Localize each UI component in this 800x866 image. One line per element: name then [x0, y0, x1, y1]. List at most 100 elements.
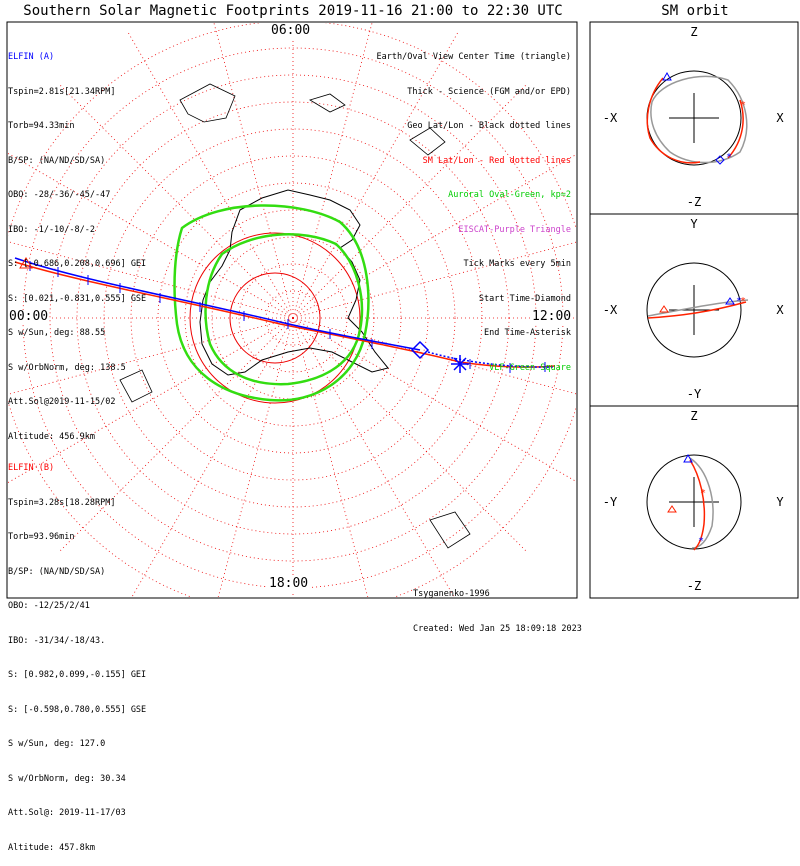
elfin-a-line: Att.Sol@2019-11-15/02 [8, 397, 116, 407]
legend-entry: VLF-Green Square [489, 362, 571, 373]
sm-longitude-line [292, 317, 455, 597]
elfin-a-line: S w/OrbNorm, deg: 138.5 [8, 362, 126, 373]
elfin-b-line: Att.Sol@: 2019-11-17/03 [8, 808, 126, 818]
orbit-asterisk: * [736, 296, 742, 307]
credits: Tsyganenko-1996 Created: Wed Jan 25 18:0… [413, 566, 582, 647]
legend-entry: Auroral Oval-Green, kp=2 [448, 190, 571, 200]
sm-longitude-line [213, 23, 294, 319]
plot-title: Southern Solar Magnetic Footprints 2019-… [23, 3, 563, 19]
orbit-asterisk: * [740, 100, 746, 111]
legend-entry: EISCAT-Purple Triangle [458, 224, 571, 235]
orbit-start-triangle [659, 305, 669, 313]
elfin-a-line: Torb=94.33min [8, 121, 75, 131]
legend: Earth/Oval View Center Time (triangle) T… [377, 29, 571, 386]
sm-longitude-line [8, 317, 294, 484]
legend-entry: End Time-Asterisk [484, 328, 571, 338]
elfin-b-info: ELFIN (B) Tspin=3.28s[18.28RPM] Torb=93.… [8, 440, 146, 866]
orbit-diamond [715, 155, 725, 165]
orbit-trace-red [727, 99, 744, 159]
elfin-b-line: S w/Sun, deg: 127.0 [8, 739, 106, 749]
elfin-b-line: B/SP: (NA/ND/SD/SA) [8, 566, 106, 577]
orbit-axis-label-right: X [776, 303, 784, 317]
elfin-b-line: S: [0.982,0.099,-0.155] GEI [8, 670, 147, 680]
orbit-trace-red [689, 459, 706, 551]
sm-longitude-line [8, 317, 294, 395]
orbit-trace-gray [650, 75, 748, 164]
pole-circle [229, 272, 321, 364]
map-frame [6, 21, 578, 599]
elfin-b-line: Torb=93.96min [8, 532, 75, 542]
elfin-a-start-diamond [410, 340, 430, 360]
legend-entry: Earth/Oval View Center Time (triangle) [376, 52, 571, 62]
orbit-trace-gray [689, 457, 714, 549]
sm-longitude-line [8, 152, 294, 319]
sm-longitude-line [292, 154, 576, 319]
elfin-b-line: S: [-0.598,0.780,0.555] GSE [8, 704, 147, 715]
orbit-start-triangle [725, 297, 735, 305]
landmass-outline [309, 93, 346, 113]
sm-longitude-line [292, 32, 459, 319]
elfin-a-line: S: [-0.686,0.208,0.696] GEI [8, 259, 147, 269]
sm-longitude-line [217, 317, 294, 597]
orbit-panel-frame [589, 405, 799, 599]
mlt-label-top: 06:00 [270, 23, 312, 38]
orbit-asterisk: * [726, 152, 732, 163]
elfin-a-header: ELFIN (A) [8, 52, 55, 62]
sm-latitude-circle [130, 155, 456, 481]
mlt-label-left: 00:00 [8, 309, 50, 324]
landmass-outline [119, 369, 153, 403]
sm-latitude-circle [238, 263, 348, 373]
orbit-axis-label-top: Y [690, 217, 698, 231]
elfin-a-track [14, 257, 421, 351]
orbit-trace-red [646, 77, 701, 164]
elfin-b-line: IBO: -31/34/-18/43. [8, 635, 106, 646]
elfin-a-line: IBO: -1/-10/-8/-2 [8, 224, 95, 235]
sm-latitude-circle [157, 182, 429, 454]
legend-entry: Start Time-Diamond [478, 293, 571, 304]
orbit-axis-label-right: X [776, 111, 784, 125]
antarctica-outline [199, 189, 389, 376]
orbit-axis-label-bottom: -Z [687, 195, 701, 209]
elfin-b-line: S w/OrbNorm, deg: 30.34 [8, 773, 126, 784]
orbit-start-triangle [662, 71, 672, 81]
auroral-oval-inner [204, 233, 364, 386]
auroral-oval-outer [173, 204, 370, 402]
elfin-b-line: Tspin=3.28s[18.28RPM] [8, 497, 116, 508]
elfin-b-track [14, 261, 556, 368]
orbit-title: SM orbit [661, 3, 729, 19]
landmass-outline [429, 511, 471, 549]
credits-author: Tsyganenko-1996 [413, 589, 490, 599]
orbit-trace-gray [647, 299, 749, 317]
orbit-axis-label-left: -X [603, 111, 618, 125]
sm-longitude-line [292, 317, 369, 597]
elfin-a-line: B/SP: (NA/ND/SD/SA) [8, 155, 106, 166]
elfin-a-end-asterisk [453, 357, 467, 371]
elfin-a-line: S: [0.021,-0.831,0.555] GSE [8, 293, 147, 304]
sm-longitude-line [292, 23, 373, 319]
sm-longitude-line [292, 241, 576, 319]
orbit-axis-label-bottom: -Y [687, 387, 702, 401]
landmass-outline [409, 127, 446, 156]
landmass-outline [179, 83, 236, 123]
orbit-trace-red [647, 301, 747, 319]
orbit-asterisk: * [700, 488, 706, 499]
sm-longitude-line [8, 241, 294, 319]
elfin-b-header: ELFIN (B) [8, 463, 55, 473]
orbit-asterisk: * [698, 536, 704, 547]
orbit-axis-label-right: Y [776, 495, 784, 509]
latitude-circle [189, 232, 361, 404]
orbit-start-triangle [683, 453, 693, 463]
orbit-axis-label-top: Z [690, 25, 697, 39]
legend-entry: Thick - Science (FGM and/or EPD) [407, 86, 571, 97]
orbit-axis-label-bottom: -Z [687, 579, 701, 593]
elfin-b-start-triangle [19, 257, 33, 269]
credits-created: Created: Wed Jan 25 18:09:18 2023 [413, 623, 582, 634]
legend-entry: Tick Marks every 5min [463, 259, 571, 269]
orbit-asterisk: * [740, 296, 746, 307]
earth-circle [646, 262, 742, 358]
elfin-a-line: OBO: -28/-36/-45/-47 [8, 190, 111, 200]
orbit-start-triangle [667, 505, 677, 513]
elfin-a-info: ELFIN (A) Tspin=2.81s[21.34RPM] Torb=94.… [8, 29, 146, 455]
orbit-axis-label-top: Z [690, 409, 697, 423]
elfin-a-line: S w/Sun, deg: 88.55 [8, 328, 106, 338]
